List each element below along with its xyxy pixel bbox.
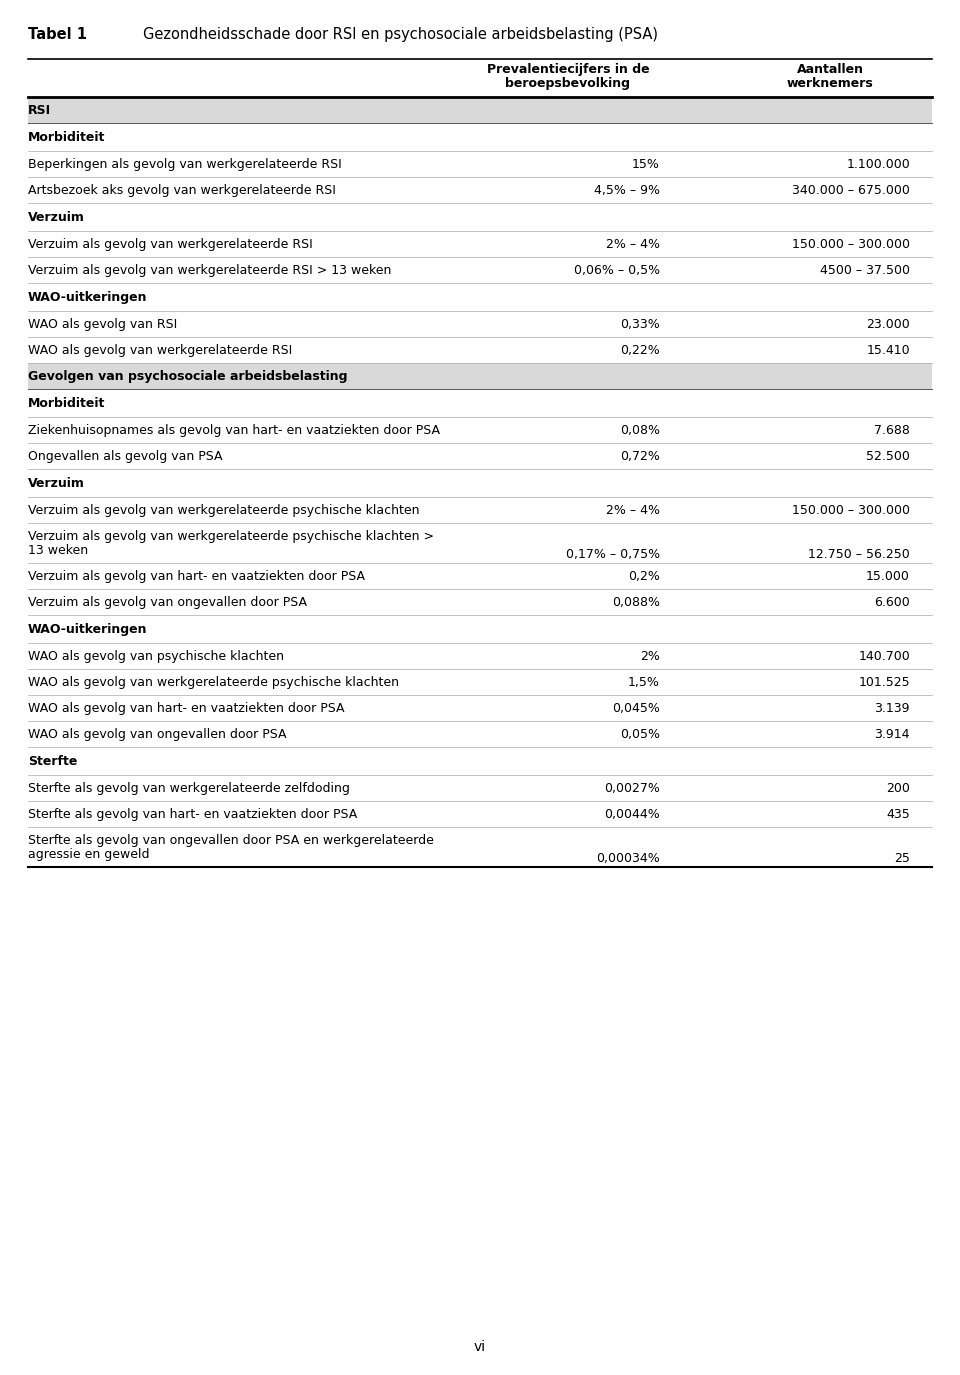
Text: 23.000: 23.000 xyxy=(866,318,910,330)
Text: 150.000 – 300.000: 150.000 – 300.000 xyxy=(792,238,910,250)
Text: 15.000: 15.000 xyxy=(866,569,910,583)
Text: Beperkingen als gevolg van werkgerelateerde RSI: Beperkingen als gevolg van werkgerelatee… xyxy=(28,158,342,170)
Text: 25: 25 xyxy=(894,852,910,865)
Text: 150.000 – 300.000: 150.000 – 300.000 xyxy=(792,503,910,517)
Text: 0,2%: 0,2% xyxy=(628,569,660,583)
Text: 435: 435 xyxy=(886,807,910,821)
Text: 15%: 15% xyxy=(632,158,660,170)
Text: Artsbezoek aks gevolg van werkgerelateerde RSI: Artsbezoek aks gevolg van werkgerelateer… xyxy=(28,183,336,197)
Text: Gezondheidsschade door RSI en psychosociale arbeidsbelasting (PSA): Gezondheidsschade door RSI en psychosoci… xyxy=(143,28,658,43)
Text: 4500 – 37.500: 4500 – 37.500 xyxy=(820,264,910,276)
Text: Verzuim als gevolg van werkgerelateerde psychische klachten: Verzuim als gevolg van werkgerelateerde … xyxy=(28,503,420,517)
Text: 200: 200 xyxy=(886,781,910,795)
Text: 0,33%: 0,33% xyxy=(620,318,660,330)
Text: 0,05%: 0,05% xyxy=(620,727,660,741)
Text: WAO-uitkeringen: WAO-uitkeringen xyxy=(28,290,148,304)
Text: 7.688: 7.688 xyxy=(875,424,910,436)
Text: 6.600: 6.600 xyxy=(875,595,910,609)
Text: 12.750 – 56.250: 12.750 – 56.250 xyxy=(808,549,910,561)
Text: WAO als gevolg van hart- en vaatziekten door PSA: WAO als gevolg van hart- en vaatziekten … xyxy=(28,701,345,715)
Text: Tabel 1: Tabel 1 xyxy=(28,28,87,43)
Bar xyxy=(28,363,932,389)
Text: 2% – 4%: 2% – 4% xyxy=(606,238,660,250)
Text: WAO als gevolg van werkgerelateerde psychische klachten: WAO als gevolg van werkgerelateerde psyc… xyxy=(28,675,399,689)
Text: 0,06% – 0,5%: 0,06% – 0,5% xyxy=(574,264,660,276)
Text: Ongevallen als gevolg van PSA: Ongevallen als gevolg van PSA xyxy=(28,450,223,462)
Text: Aantallen: Aantallen xyxy=(797,63,863,76)
Text: 0,0027%: 0,0027% xyxy=(604,781,660,795)
Text: Verzuim: Verzuim xyxy=(28,210,84,224)
Text: Sterfte als gevolg van ongevallen door PSA en werkgerelateerde: Sterfte als gevolg van ongevallen door P… xyxy=(28,835,434,847)
Text: 15.410: 15.410 xyxy=(866,344,910,356)
Bar xyxy=(28,98,932,122)
Text: 2%: 2% xyxy=(640,649,660,663)
Text: 140.700: 140.700 xyxy=(858,649,910,663)
Text: WAO als gevolg van werkgerelateerde RSI: WAO als gevolg van werkgerelateerde RSI xyxy=(28,344,292,356)
Text: Sterfte als gevolg van hart- en vaatziekten door PSA: Sterfte als gevolg van hart- en vaatziek… xyxy=(28,807,357,821)
Text: 52.500: 52.500 xyxy=(866,450,910,462)
Text: Verzuim als gevolg van hart- en vaatziekten door PSA: Verzuim als gevolg van hart- en vaatziek… xyxy=(28,569,365,583)
Text: Ziekenhuisopnames als gevolg van hart- en vaatziekten door PSA: Ziekenhuisopnames als gevolg van hart- e… xyxy=(28,424,440,436)
Text: Morbiditeit: Morbiditeit xyxy=(28,396,106,410)
Text: WAO als gevolg van psychische klachten: WAO als gevolg van psychische klachten xyxy=(28,649,284,663)
Text: 0,22%: 0,22% xyxy=(620,344,660,356)
Text: 101.525: 101.525 xyxy=(858,675,910,689)
Text: 0,17% – 0,75%: 0,17% – 0,75% xyxy=(565,549,660,561)
Text: Verzuim als gevolg van werkgerelateerde RSI > 13 weken: Verzuim als gevolg van werkgerelateerde … xyxy=(28,264,392,276)
Text: 1,5%: 1,5% xyxy=(628,675,660,689)
Text: 0,0044%: 0,0044% xyxy=(604,807,660,821)
Text: 340.000 – 675.000: 340.000 – 675.000 xyxy=(792,183,910,197)
Text: 1.100.000: 1.100.000 xyxy=(847,158,910,170)
Text: WAO als gevolg van RSI: WAO als gevolg van RSI xyxy=(28,318,178,330)
Text: Verzuim: Verzuim xyxy=(28,477,84,489)
Text: vi: vi xyxy=(474,1341,486,1354)
Text: Verzuim als gevolg van werkgerelateerde RSI: Verzuim als gevolg van werkgerelateerde … xyxy=(28,238,313,250)
Text: Morbiditeit: Morbiditeit xyxy=(28,131,106,143)
Text: 0,72%: 0,72% xyxy=(620,450,660,462)
Text: 3.139: 3.139 xyxy=(875,701,910,715)
Text: Gevolgen van psychosociale arbeidsbelasting: Gevolgen van psychosociale arbeidsbelast… xyxy=(28,370,348,382)
Text: 0,045%: 0,045% xyxy=(612,701,660,715)
Text: 0,088%: 0,088% xyxy=(612,595,660,609)
Text: WAO als gevolg van ongevallen door PSA: WAO als gevolg van ongevallen door PSA xyxy=(28,727,286,741)
Text: 4,5% – 9%: 4,5% – 9% xyxy=(594,183,660,197)
Text: 13 weken: 13 weken xyxy=(28,544,88,557)
Text: 3.914: 3.914 xyxy=(875,727,910,741)
Text: WAO-uitkeringen: WAO-uitkeringen xyxy=(28,623,148,635)
Text: werknemers: werknemers xyxy=(786,77,874,89)
Text: 2% – 4%: 2% – 4% xyxy=(606,503,660,517)
Text: Verzuim als gevolg van werkgerelateerde psychische klachten >: Verzuim als gevolg van werkgerelateerde … xyxy=(28,529,434,543)
Text: 0,00034%: 0,00034% xyxy=(596,852,660,865)
Text: RSI: RSI xyxy=(28,103,51,117)
Text: 0,08%: 0,08% xyxy=(620,424,660,436)
Text: Prevalentiecijfers in de: Prevalentiecijfers in de xyxy=(487,63,649,76)
Text: beroepsbevolking: beroepsbevolking xyxy=(506,77,631,89)
Text: Sterfte als gevolg van werkgerelateerde zelfdoding: Sterfte als gevolg van werkgerelateerde … xyxy=(28,781,349,795)
Text: agressie en geweld: agressie en geweld xyxy=(28,848,150,861)
Text: Sterfte: Sterfte xyxy=(28,755,78,767)
Text: Verzuim als gevolg van ongevallen door PSA: Verzuim als gevolg van ongevallen door P… xyxy=(28,595,307,609)
